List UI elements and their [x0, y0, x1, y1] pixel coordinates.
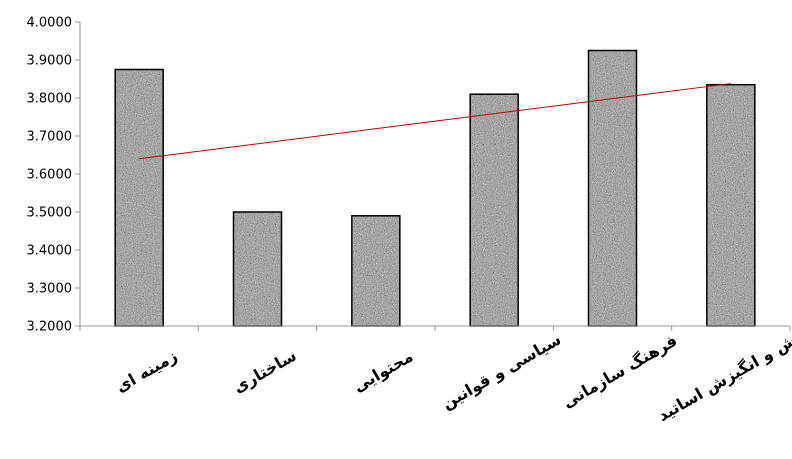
y-tick-label: 3.2000 — [27, 320, 73, 335]
x-tick-label: نگرش و انگیزش اساتید — [654, 317, 792, 425]
trendline — [139, 83, 731, 160]
bar-texture — [706, 84, 755, 326]
x-tick-label: زمینه ای — [112, 346, 180, 396]
bar — [706, 83, 756, 327]
bars — [114, 49, 756, 327]
x-tick-label: ساختاری — [230, 346, 300, 397]
x-tick-label: سیاسی و قوانین — [439, 329, 565, 413]
y-tick-label: 3.3000 — [27, 282, 73, 297]
x-tick-label: فرهنگ سازمانی — [559, 331, 680, 412]
trendline-line — [139, 83, 731, 160]
y-tick-label: 3.4000 — [27, 244, 73, 259]
x-tick-label: محتوایی — [350, 347, 416, 396]
bar — [351, 215, 401, 327]
bar-texture — [233, 212, 282, 326]
y-tick-label: 3.7000 — [27, 130, 73, 145]
y-axis: 3.2000 3.3000 3.4000 3.5000 3.6000 3.7000 3.80… — [27, 16, 81, 335]
bar-texture — [588, 50, 637, 326]
y-tick-label: 3.6000 — [27, 168, 73, 183]
y-tick-label: 3.5000 — [27, 206, 73, 221]
y-tick-label: 3.9000 — [27, 54, 73, 69]
bar — [587, 49, 638, 327]
x-axis: زمینه ای ساختاری محتوایی سیاسی و قوانینفرهن… — [79, 317, 792, 425]
bar — [114, 68, 164, 327]
bar — [469, 93, 519, 327]
bar — [232, 211, 283, 327]
bar-texture — [115, 69, 164, 326]
bar-texture — [470, 94, 519, 326]
bar-texture — [351, 215, 400, 326]
y-tick-label: 4.0000 — [27, 16, 73, 31]
y-tick-label: 3.8000 — [27, 92, 73, 107]
